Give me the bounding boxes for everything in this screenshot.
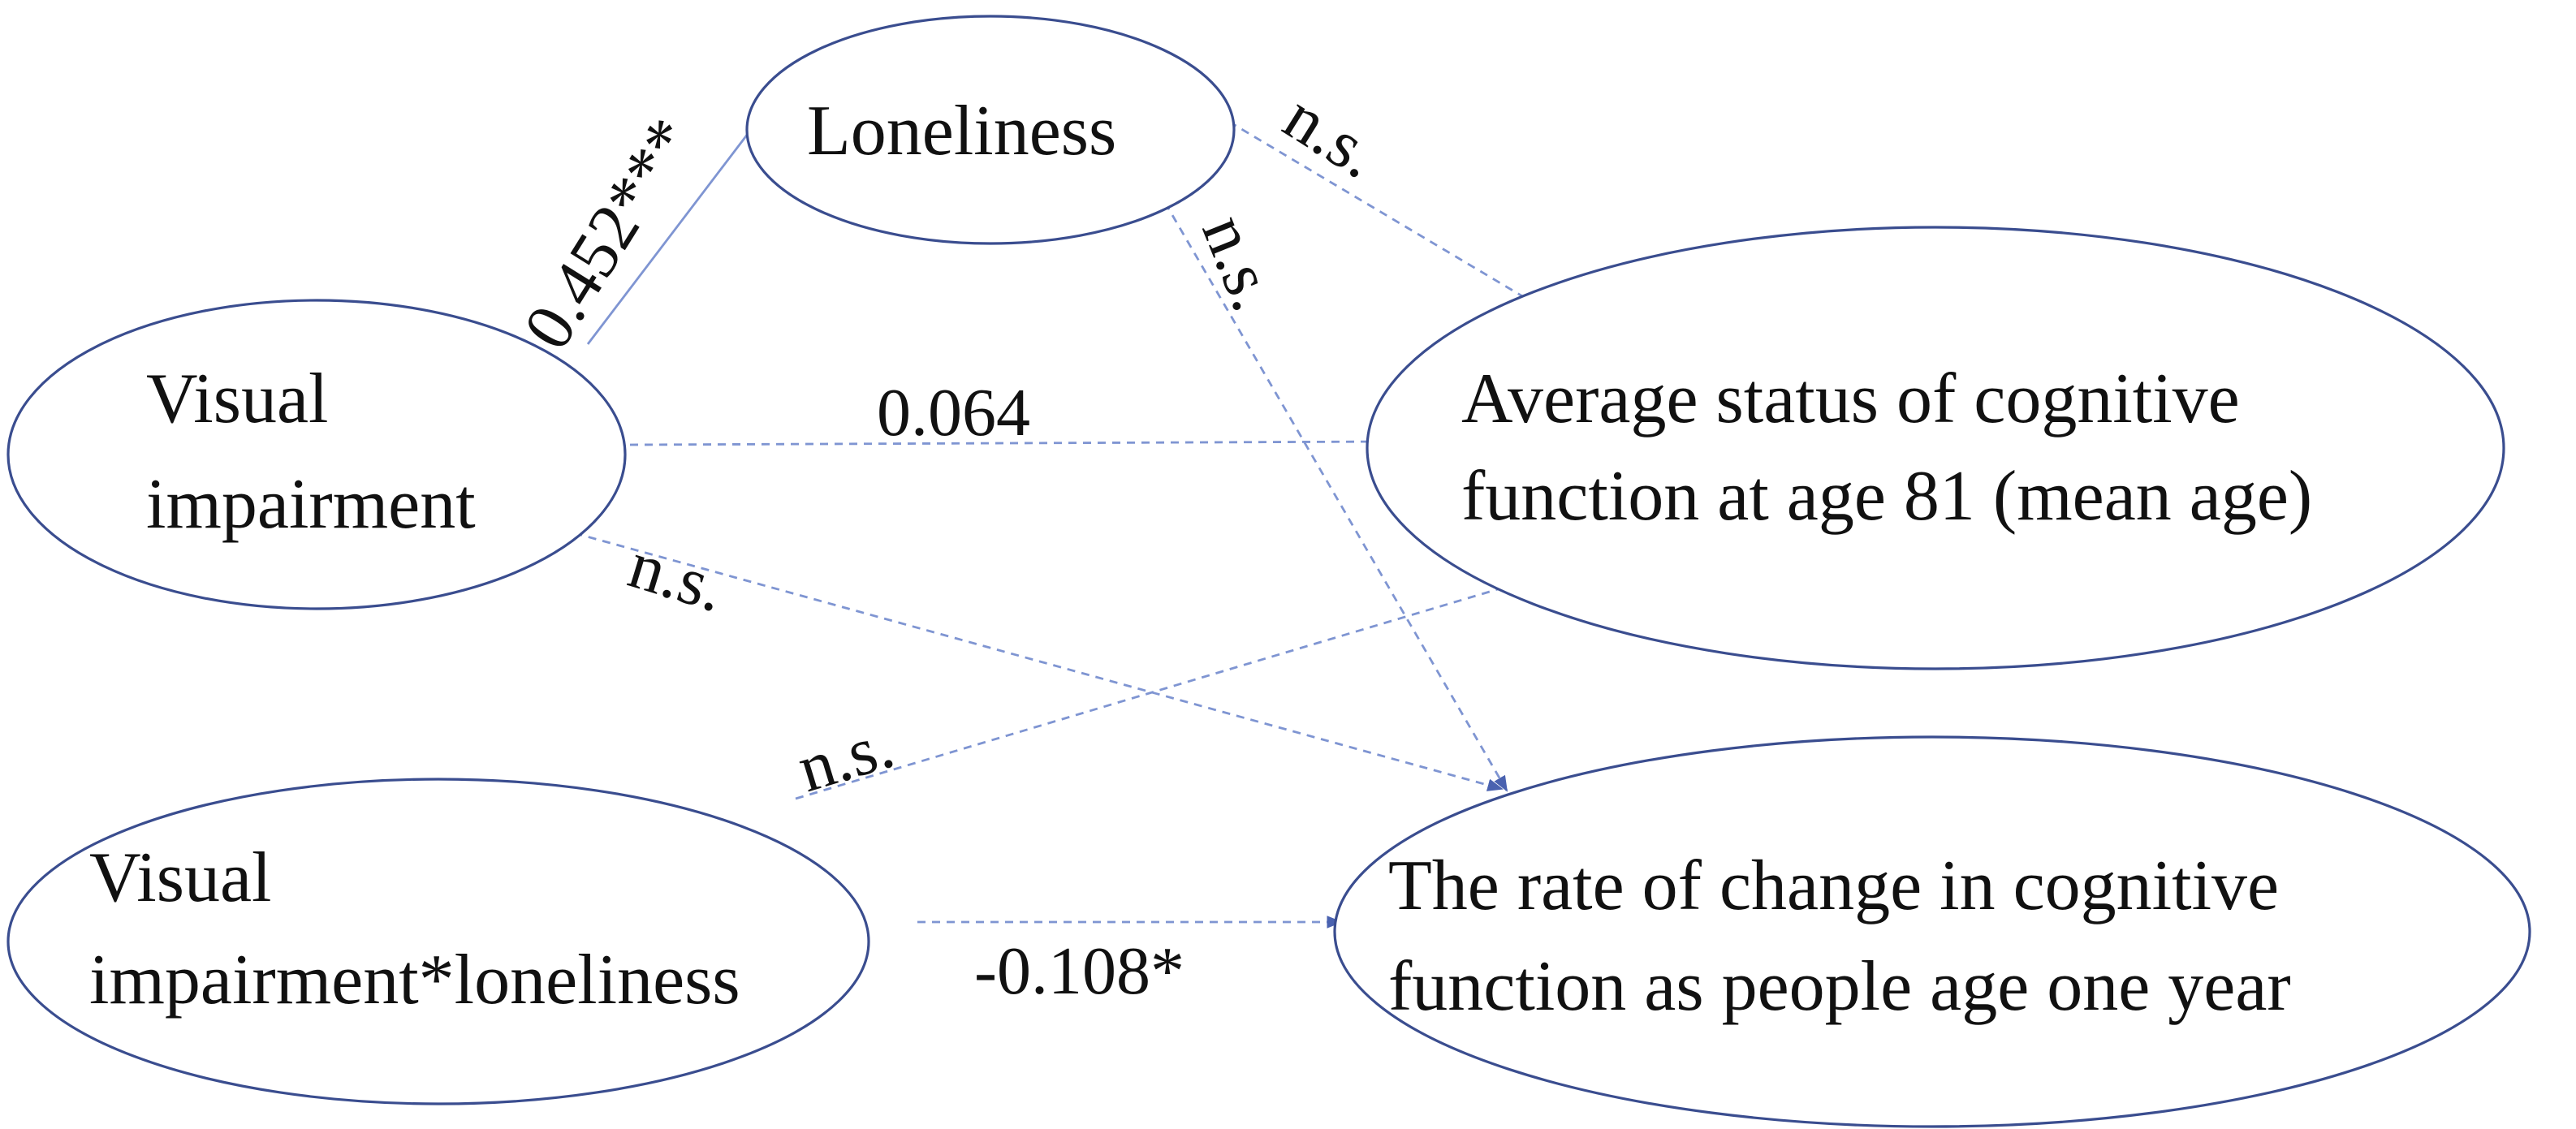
node-ellipse (1366, 226, 2505, 670)
edge-label: n.s. (1187, 205, 1292, 321)
node-label: Average status of cognitive (1461, 360, 2240, 438)
node-label: function at age 81 (mean age) (1461, 457, 2312, 536)
edge-line (586, 112, 765, 345)
node-label: Visual (146, 360, 328, 438)
edge-label: 0.064 (877, 375, 1030, 450)
edge-label: 0.452*** (509, 106, 709, 362)
node-label: The rate of change in cognitive (1388, 847, 2279, 925)
edge-line (629, 435, 1392, 448)
node-ellipse (6, 778, 870, 1105)
node-ellipse (6, 299, 627, 610)
node-label: Visual (89, 838, 271, 917)
node-label: impairment (146, 465, 476, 544)
node-ellipse (745, 15, 1236, 245)
edge-label: n.s. (1271, 79, 1392, 193)
edge-line (795, 566, 1570, 800)
edge-label: n.s. (620, 527, 733, 627)
node-label: impairment*loneliness (89, 941, 740, 1019)
edge-label: -0.108* (974, 933, 1184, 1009)
edge-label: n.s. (789, 707, 902, 807)
node-label: function as people age one year (1388, 947, 2291, 1026)
node-label: Loneliness (807, 92, 1116, 170)
node-ellipse (1333, 735, 2531, 1128)
edge-line (559, 528, 1504, 791)
edge-line (1228, 120, 1564, 321)
